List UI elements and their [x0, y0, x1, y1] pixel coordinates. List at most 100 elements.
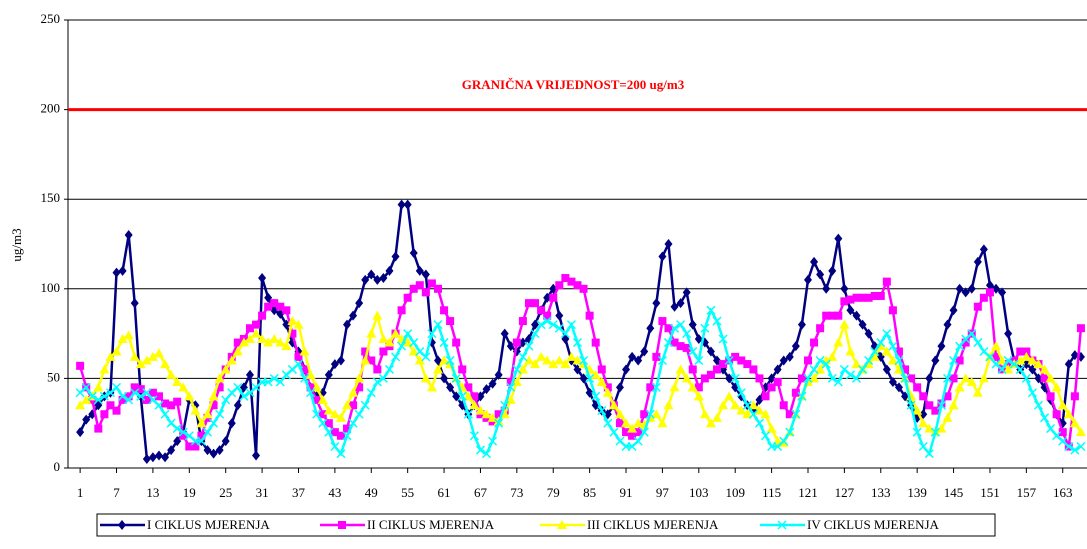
marker	[1015, 364, 1025, 374]
marker	[379, 273, 388, 284]
marker	[682, 343, 691, 352]
marker	[93, 395, 103, 405]
marker	[354, 373, 365, 383]
y-tick-label: 150	[41, 190, 61, 205]
marker	[603, 418, 613, 428]
marker	[858, 293, 867, 302]
marker	[153, 348, 164, 358]
marker	[439, 355, 450, 365]
marker	[614, 409, 625, 419]
marker	[736, 388, 746, 398]
marker	[494, 410, 503, 419]
marker	[785, 351, 794, 362]
marker	[548, 320, 558, 330]
marker	[258, 311, 267, 320]
marker	[415, 265, 424, 276]
marker	[858, 364, 868, 374]
marker	[712, 316, 722, 326]
marker	[663, 338, 674, 348]
x-tick-label: 1	[77, 485, 84, 500]
marker	[294, 352, 303, 361]
marker	[973, 338, 983, 348]
marker	[244, 333, 255, 343]
x-tick-label: 85	[583, 485, 596, 500]
marker	[542, 355, 553, 365]
marker	[343, 424, 352, 433]
marker	[912, 405, 923, 415]
marker	[506, 382, 516, 392]
marker	[1076, 441, 1086, 452]
marker	[75, 400, 86, 410]
marker	[378, 373, 388, 383]
marker	[670, 323, 680, 333]
marker	[864, 293, 873, 302]
marker	[870, 291, 879, 300]
marker	[1033, 400, 1044, 410]
marker	[755, 394, 764, 405]
marker	[894, 355, 904, 366]
marker	[81, 382, 91, 392]
marker	[585, 311, 594, 320]
marker	[172, 424, 182, 434]
marker	[997, 364, 1007, 374]
marker	[633, 418, 644, 428]
marker	[269, 333, 280, 343]
marker	[657, 355, 667, 366]
marker	[1051, 382, 1062, 392]
marker	[566, 351, 577, 361]
marker	[488, 378, 497, 389]
marker	[864, 328, 873, 339]
marker	[475, 405, 486, 415]
marker	[348, 387, 359, 397]
marker	[342, 431, 352, 441]
marker	[694, 383, 703, 392]
marker	[901, 365, 910, 374]
marker	[1070, 392, 1079, 401]
marker	[688, 346, 698, 357]
marker	[1004, 328, 1013, 339]
marker	[942, 373, 953, 383]
marker	[706, 370, 715, 379]
marker	[409, 338, 419, 348]
marker	[372, 310, 383, 320]
marker	[1064, 359, 1073, 370]
marker	[481, 449, 492, 459]
marker	[609, 427, 619, 437]
marker	[803, 274, 812, 285]
marker	[349, 401, 358, 410]
marker	[312, 395, 321, 404]
marker	[197, 431, 206, 440]
marker	[621, 418, 632, 428]
marker	[888, 341, 898, 351]
marker	[725, 373, 734, 384]
x-tick-label: 145	[944, 485, 964, 500]
marker	[767, 383, 776, 392]
marker	[420, 373, 431, 383]
marker	[973, 302, 982, 311]
marker	[579, 373, 588, 384]
marker	[542, 316, 552, 326]
marker	[390, 328, 401, 338]
x-tick-label: 67	[474, 485, 488, 500]
marker	[172, 376, 183, 386]
marker	[834, 233, 843, 244]
marker	[748, 400, 759, 410]
marker	[446, 382, 455, 393]
marker	[852, 293, 861, 302]
marker	[367, 356, 376, 365]
marker	[402, 337, 413, 347]
marker	[445, 355, 455, 366]
marker	[464, 383, 473, 392]
marker	[585, 387, 594, 398]
marker	[967, 283, 976, 294]
marker	[766, 423, 777, 433]
marker	[694, 355, 704, 366]
legend-label: II CIKLUS MJERENJA	[367, 517, 495, 532]
marker	[384, 364, 395, 374]
marker	[355, 383, 364, 392]
x-tick-label: 97	[656, 485, 670, 500]
marker	[537, 306, 546, 315]
marker	[876, 338, 886, 348]
marker	[367, 269, 376, 280]
marker	[846, 305, 855, 316]
